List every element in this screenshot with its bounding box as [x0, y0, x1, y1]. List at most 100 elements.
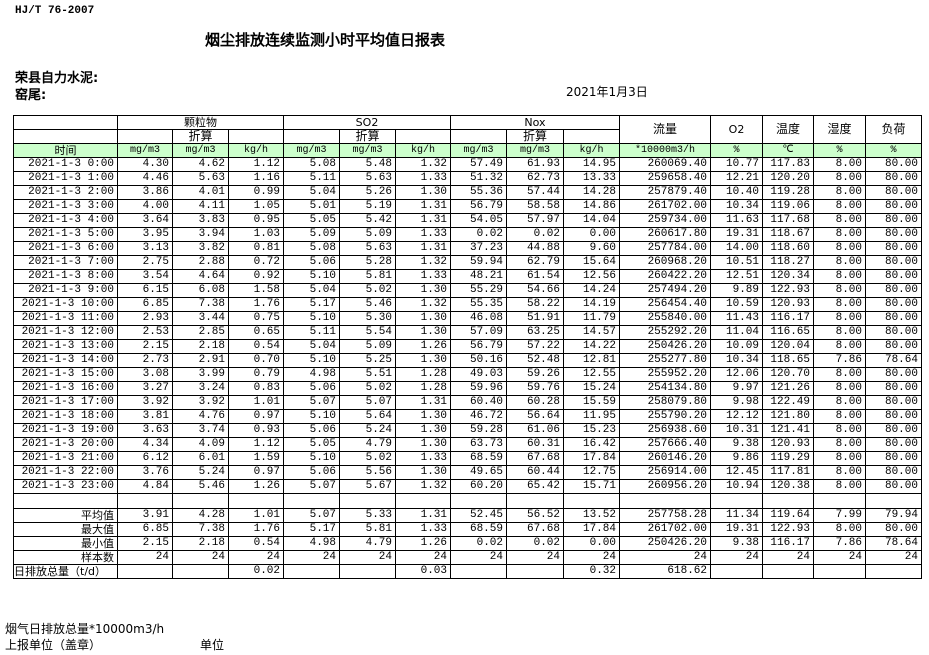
value-cell: 57.49: [450, 157, 507, 172]
summary-value: 24: [563, 550, 620, 565]
value-cell: 260422.20: [619, 269, 711, 284]
value-cell: 3.76: [117, 465, 173, 480]
summary-value: 7.38: [172, 522, 229, 537]
value-cell: 1.30: [395, 325, 451, 340]
value-cell: 3.82: [172, 241, 229, 256]
table-row: 2021-1-3 7:00 2.75 2.88 0.72 5.06 5.28 1.32 59.…: [13, 255, 922, 270]
unit-cell: ℃: [762, 143, 814, 158]
value-cell: 5.63: [339, 241, 396, 256]
value-cell: 54.05: [450, 213, 507, 228]
value-cell: 118.60: [762, 241, 814, 256]
value-cell: 1.33: [395, 227, 451, 242]
value-cell: 260617.80: [619, 227, 711, 242]
summary-value: 0.02: [450, 536, 507, 551]
value-cell: 0.92: [228, 269, 284, 284]
blank-cell: [395, 129, 451, 144]
value-cell: 1.26: [228, 479, 284, 494]
value-cell: 1.33: [395, 269, 451, 284]
summary-value: 5.81: [339, 522, 396, 537]
value-cell: 256454.40: [619, 297, 711, 312]
value-cell: 9.60: [563, 241, 620, 256]
value-cell: 1.05: [228, 199, 284, 214]
reporting-unit-label: 上报单位（盖章）: [5, 638, 102, 652]
table-row: 2021-1-3 4:00 3.64 3.83 0.95 5.05 5.42 1.31 54.…: [13, 213, 922, 228]
value-cell: 8.00: [813, 367, 866, 382]
table-row: 2021-1-3 2:00 3.86 4.01 0.99 5.04 5.26 1.30 55.…: [13, 185, 922, 200]
time-cell: 2021-1-3 16:00: [13, 381, 118, 396]
blank-cell: [813, 493, 866, 509]
table-row: 2021-1-3 23:00 4.84 5.46 1.26 5.07 5.67 1.32 60…: [13, 479, 922, 494]
value-cell: 3.94: [172, 227, 229, 242]
table-row: 2021-1-3 17:00 3.92 3.92 1.01 5.07 5.07 1.31 60…: [13, 395, 922, 410]
summary-value: 1.31: [395, 508, 451, 523]
value-cell: 5.10: [283, 451, 340, 466]
summary-value: 24: [117, 550, 173, 565]
blank-cell: [13, 115, 118, 130]
value-cell: 0.97: [228, 465, 284, 480]
time-cell: 2021-1-3 9:00: [13, 283, 118, 298]
value-cell: 8.00: [813, 339, 866, 354]
report-table: 颗粒物 SO2 Nox 流量 O2 温度 湿度 负荷 折算 折算 折算 时间 mg…: [13, 115, 922, 579]
value-cell: 260069.40: [619, 157, 711, 172]
summary-value: 24: [283, 550, 340, 565]
value-cell: 3.92: [117, 395, 173, 410]
value-cell: 59.76: [506, 381, 564, 396]
unit-label: 单位: [200, 638, 225, 652]
value-cell: 3.63: [117, 423, 173, 438]
value-cell: 1.30: [395, 465, 451, 480]
blank-cell: [710, 493, 763, 509]
table-row: 2021-1-3 10:00 6.85 7.38 1.76 5.17 5.46 1.32 55…: [13, 297, 922, 312]
value-cell: 51.32: [450, 171, 507, 186]
value-cell: 3.83: [172, 213, 229, 228]
value-cell: 4.79: [339, 437, 396, 452]
value-cell: 80.00: [865, 213, 922, 228]
value-cell: 117.83: [762, 157, 814, 172]
table-row: 2021-1-3 12:00 2.53 2.85 0.65 5.11 5.54 1.30 57…: [13, 325, 922, 340]
value-cell: 257879.40: [619, 185, 711, 200]
summary-value: 24: [762, 550, 814, 565]
value-cell: 80.00: [865, 395, 922, 410]
value-cell: 52.48: [506, 353, 564, 368]
value-cell: 121.41: [762, 423, 814, 438]
time-cell: 2021-1-3 10:00: [13, 297, 118, 312]
value-cell: 11.95: [563, 409, 620, 424]
value-cell: 57.44: [506, 185, 564, 200]
value-cell: 5.05: [283, 437, 340, 452]
value-cell: 1.31: [395, 241, 451, 256]
summary-value: 24: [506, 550, 564, 565]
summary-value: 0.54: [228, 536, 284, 551]
value-cell: 1.30: [395, 311, 451, 326]
summary-value: 250426.20: [619, 536, 711, 551]
time-cell: 2021-1-3 3:00: [13, 199, 118, 214]
value-cell: 60.20: [450, 479, 507, 494]
value-cell: 5.02: [339, 283, 396, 298]
value-cell: 120.04: [762, 339, 814, 354]
summary-label: 最大值: [13, 522, 118, 537]
value-cell: 3.44: [172, 311, 229, 326]
value-cell: 0.70: [228, 353, 284, 368]
value-cell: 80.00: [865, 199, 922, 214]
group-temperature: 温度: [762, 115, 814, 144]
value-cell: 63.73: [450, 437, 507, 452]
value-cell: 80.00: [865, 437, 922, 452]
value-cell: 5.17: [283, 297, 340, 312]
value-cell: 1.31: [395, 395, 451, 410]
value-cell: 3.92: [172, 395, 229, 410]
blank-row: [13, 493, 922, 509]
summary-value: 3.91: [117, 508, 173, 523]
summary-value: 119.64: [762, 508, 814, 523]
table-row: 2021-1-3 14:00 2.73 2.91 0.70 5.10 5.25 1.30 50…: [13, 353, 922, 368]
value-cell: 1.59: [228, 451, 284, 466]
summary-value: 122.93: [762, 522, 814, 537]
value-cell: 8.00: [813, 227, 866, 242]
summary-value: 2.15: [117, 536, 173, 551]
value-cell: 120.20: [762, 171, 814, 186]
value-cell: 4.09: [172, 437, 229, 452]
value-cell: 120.70: [762, 367, 814, 382]
summary-value: 24: [228, 550, 284, 565]
value-cell: 5.04: [283, 339, 340, 354]
value-cell: 5.67: [339, 479, 396, 494]
time-cell: 2021-1-3 6:00: [13, 241, 118, 256]
value-cell: 11.63: [710, 213, 763, 228]
value-cell: 80.00: [865, 185, 922, 200]
